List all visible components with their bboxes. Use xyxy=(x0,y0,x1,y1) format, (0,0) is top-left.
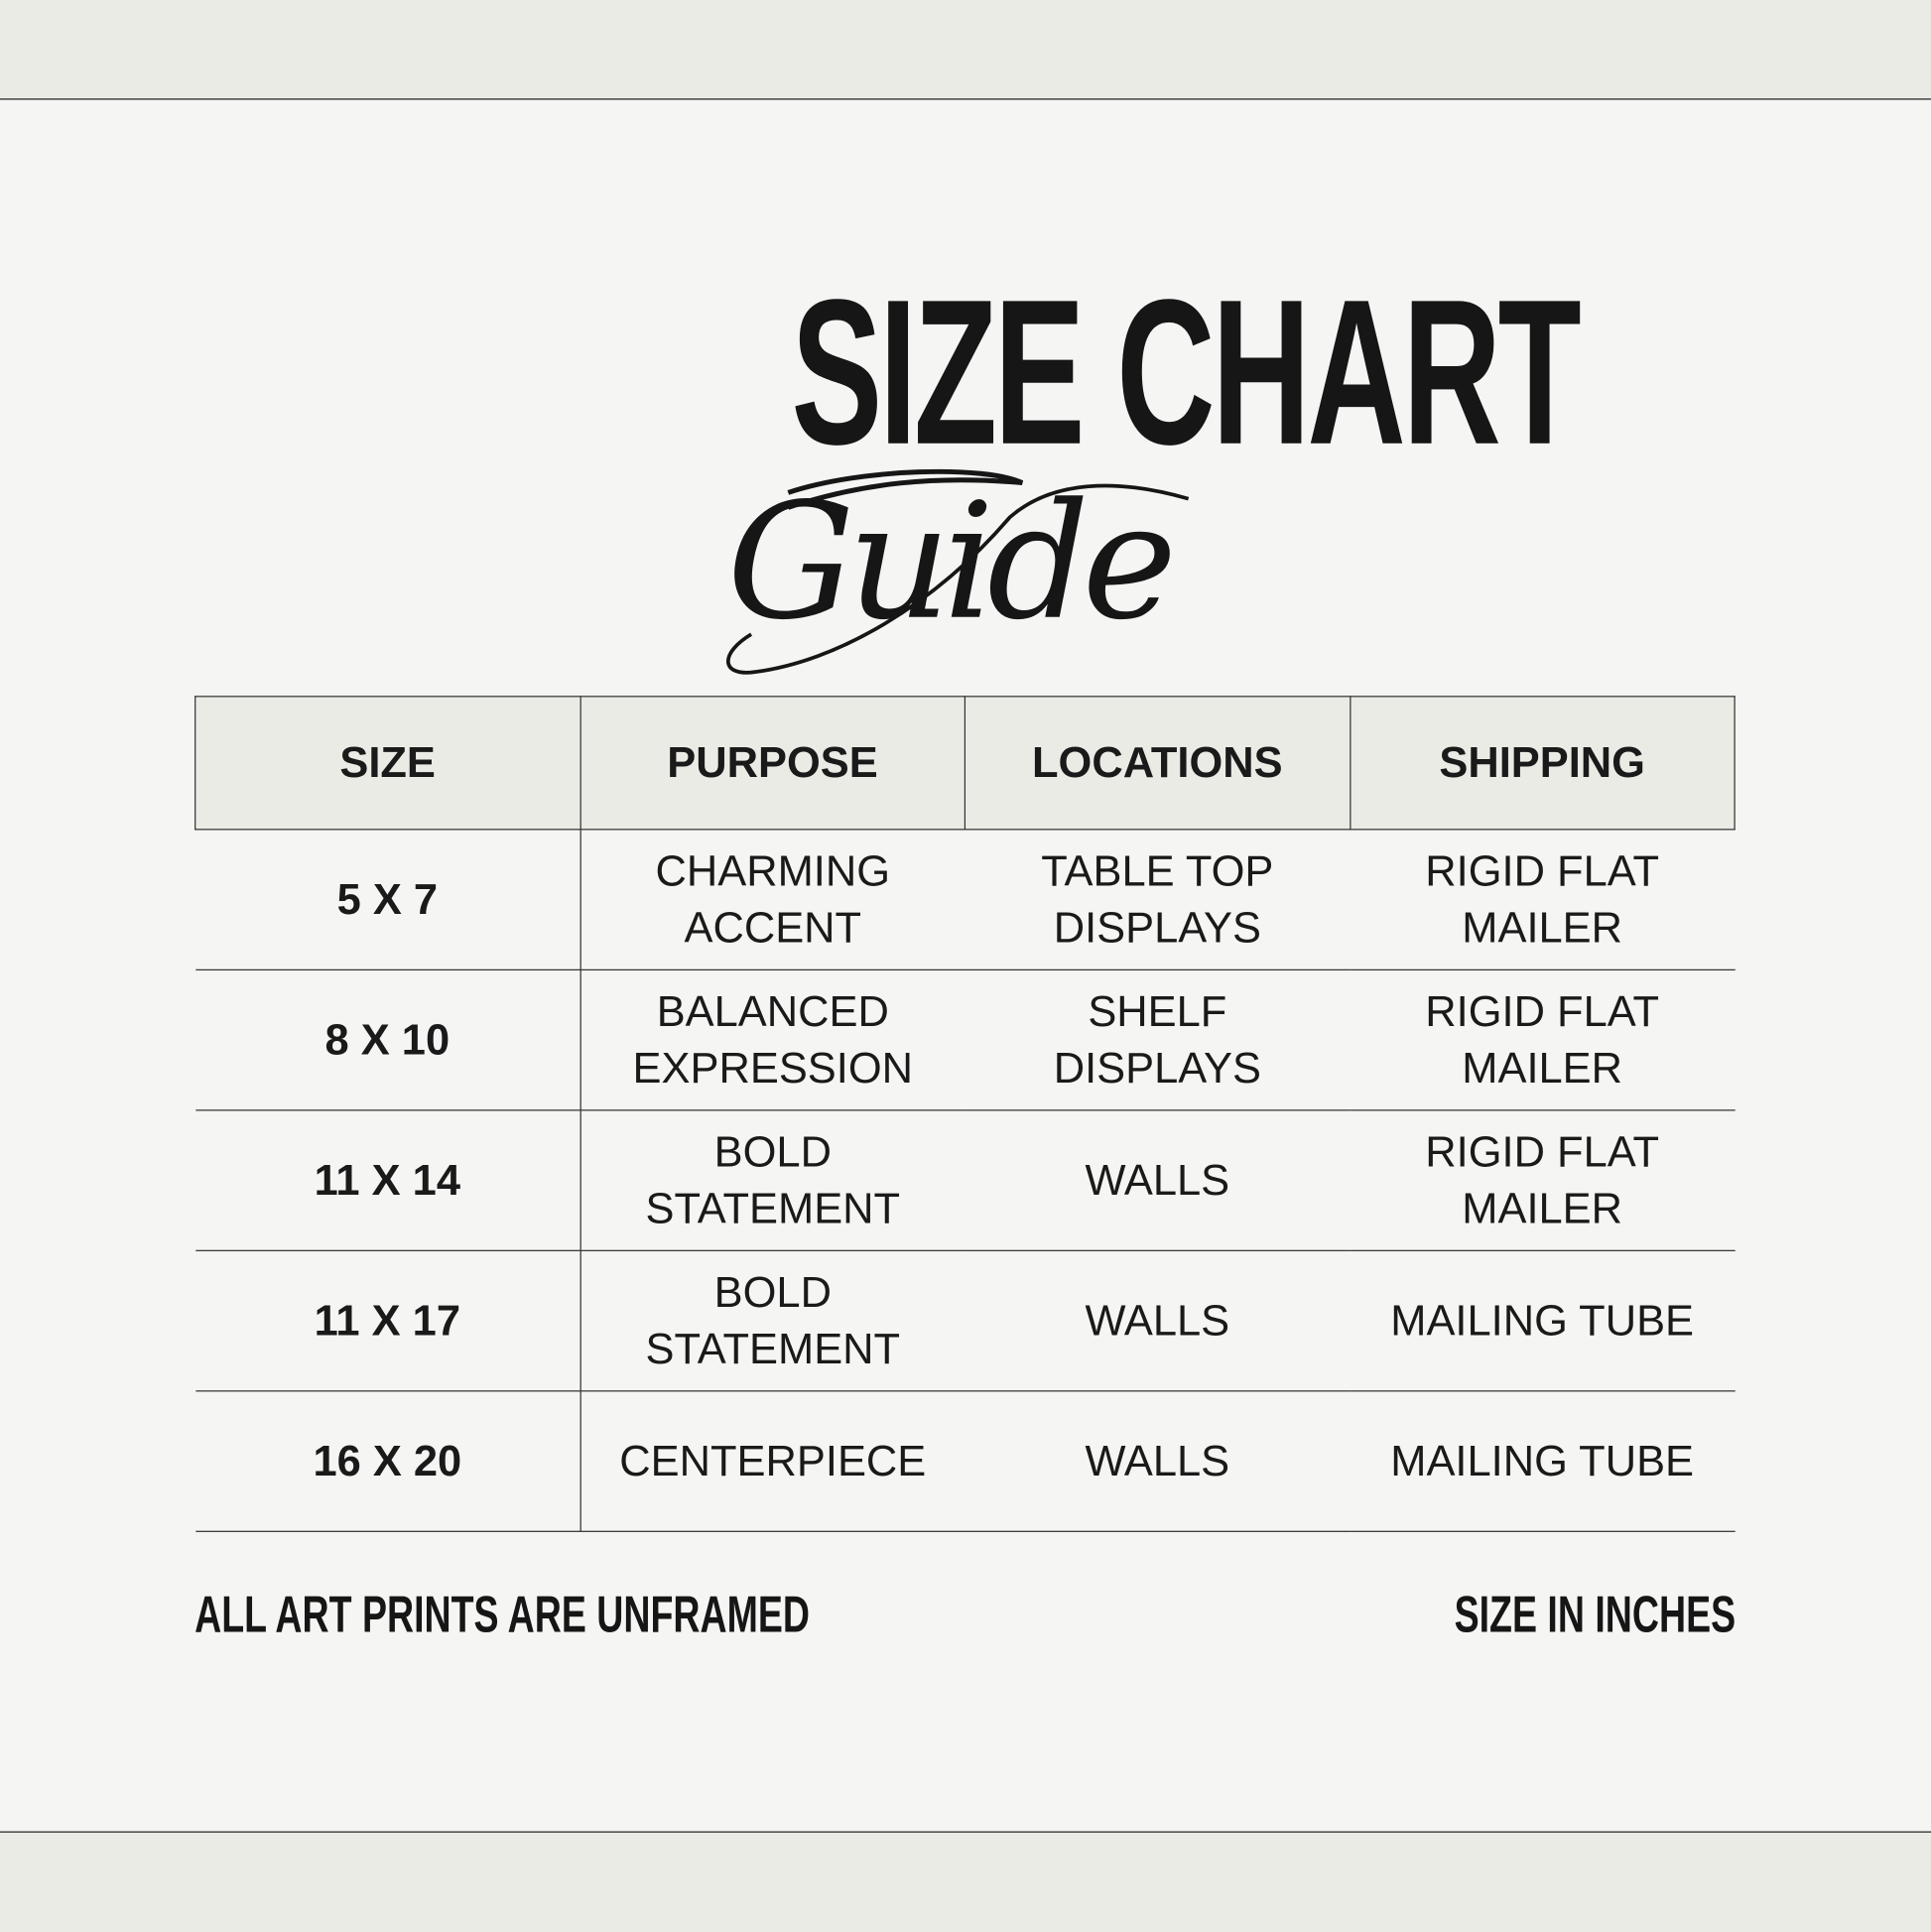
header-size: SIZE xyxy=(194,696,581,831)
locations-cell: WALLS xyxy=(965,1250,1351,1392)
size-cell: 8 X 10 xyxy=(194,969,581,1111)
table-row: 16 X 20 CENTERPIECE WALLS MAILING TUBE xyxy=(194,1390,1736,1532)
size-table: SIZE PURPOSE LOCATIONS SHIPPING 5 X 7 CHA… xyxy=(194,696,1736,1532)
size-cell: 16 X 20 xyxy=(194,1390,581,1532)
locations-cell: WALLS xyxy=(965,1109,1351,1251)
purpose-cell: CENTERPIECE xyxy=(579,1390,966,1532)
units-note-text: SIZE IN INCHES xyxy=(1454,1585,1736,1643)
table-row: 5 X 7 CHARMING ACCENT TABLE TOP DISPLAYS RIGI… xyxy=(194,829,1736,970)
shipping-cell: RIGID FLAT MAILER xyxy=(1350,829,1736,970)
unframed-note: ALL ART PRINTS ARE UNFRAMED xyxy=(194,1585,1049,1643)
purpose-line: CENTERPIECE xyxy=(619,1436,927,1485)
unframed-note-text: ALL ART PRINTS ARE UNFRAMED xyxy=(194,1585,811,1643)
shipping-line: MAILING TUBE xyxy=(1390,1436,1695,1485)
header-purpose: PURPOSE xyxy=(579,696,966,831)
table-body: 5 X 7 CHARMING ACCENT TABLE TOP DISPLAYS RIGI… xyxy=(194,829,1736,1532)
shipping-line: RIGID FLAT xyxy=(1425,986,1660,1036)
purpose-line: BOLD xyxy=(713,1127,832,1176)
locations-cell: WALLS xyxy=(965,1390,1351,1532)
locations-line: SHELF xyxy=(1088,986,1227,1036)
header-shipping: SHIPPING xyxy=(1349,696,1736,831)
locations-line: TABLE TOP xyxy=(1041,846,1274,895)
table-row: 11 X 17 BOLD STATEMENT WALLS MAILING TUBE xyxy=(194,1250,1736,1392)
purpose-cell: BALANCED EXPRESSION xyxy=(579,969,966,1111)
locations-line: WALLS xyxy=(1085,1436,1230,1485)
purpose-line: STATEMENT xyxy=(645,1324,901,1373)
page-title: SIZE CHART xyxy=(588,269,1581,476)
size-cell: 5 X 7 xyxy=(194,829,581,970)
purpose-line: BOLD xyxy=(713,1267,832,1317)
shipping-cell: RIGID FLAT MAILER xyxy=(1350,1109,1736,1251)
purpose-line: ACCENT xyxy=(684,903,862,952)
locations-line: DISPLAYS xyxy=(1053,903,1261,952)
header-locations: LOCATIONS xyxy=(964,696,1351,831)
locations-cell: TABLE TOP DISPLAYS xyxy=(965,829,1351,970)
locations-cell: SHELF DISPLAYS xyxy=(965,969,1351,1111)
shipping-line: MAILER xyxy=(1462,1043,1623,1093)
purpose-line: STATEMENT xyxy=(645,1184,901,1232)
shipping-line: RIGID FLAT xyxy=(1425,846,1660,895)
purpose-cell: CHARMING ACCENT xyxy=(579,829,966,970)
shipping-line: MAILER xyxy=(1462,1184,1623,1232)
purpose-cell: BOLD STATEMENT xyxy=(579,1250,966,1392)
size-cell: 11 X 17 xyxy=(194,1250,581,1392)
shipping-cell: MAILING TUBE xyxy=(1350,1390,1736,1532)
locations-line: WALLS xyxy=(1085,1155,1230,1205)
shipping-line: MAILING TUBE xyxy=(1390,1296,1695,1345)
title-text: SIZE CHART xyxy=(791,256,1581,488)
units-note: SIZE IN INCHES xyxy=(1345,1585,1736,1643)
title-script: Guide xyxy=(726,467,1177,656)
table-row: 8 X 10 BALANCED EXPRESSION SHELF DISPLAYS RIG… xyxy=(194,969,1736,1111)
table-header-row: SIZE PURPOSE LOCATIONS SHIPPING xyxy=(194,696,1736,831)
purpose-line: BALANCED xyxy=(656,986,889,1036)
shipping-line: RIGID FLAT xyxy=(1425,1127,1660,1176)
purpose-line: EXPRESSION xyxy=(632,1043,914,1093)
bottom-band xyxy=(0,1831,1931,1932)
locations-line: WALLS xyxy=(1085,1296,1230,1345)
purpose-cell: BOLD STATEMENT xyxy=(579,1109,966,1251)
shipping-cell: MAILING TUBE xyxy=(1350,1250,1736,1392)
purpose-line: CHARMING xyxy=(655,846,891,895)
size-cell: 11 X 14 xyxy=(194,1109,581,1251)
shipping-cell: RIGID FLAT MAILER xyxy=(1350,969,1736,1111)
table-row: 11 X 14 BOLD STATEMENT WALLS RIGID FLAT MAILE… xyxy=(194,1109,1736,1251)
shipping-line: MAILER xyxy=(1462,903,1623,952)
locations-line: DISPLAYS xyxy=(1053,1043,1261,1093)
top-band xyxy=(0,0,1931,100)
